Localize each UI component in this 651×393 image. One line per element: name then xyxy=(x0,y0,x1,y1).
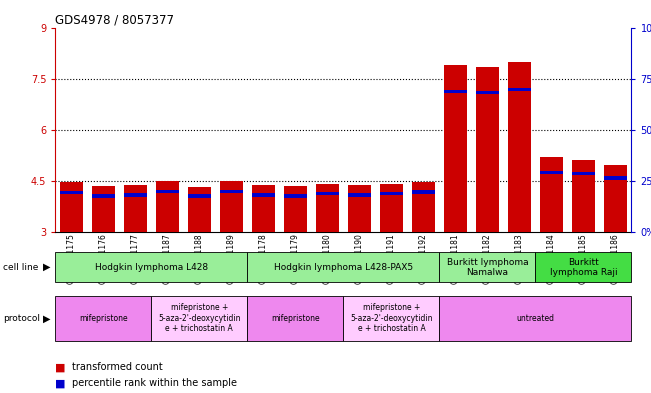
Bar xyxy=(508,88,531,91)
FancyBboxPatch shape xyxy=(439,296,631,341)
Bar xyxy=(477,67,499,232)
Text: ▶: ▶ xyxy=(43,262,51,272)
FancyBboxPatch shape xyxy=(247,252,439,282)
Bar xyxy=(380,192,402,195)
Bar xyxy=(572,172,594,175)
Text: mifepristone: mifepristone xyxy=(79,314,128,323)
Bar xyxy=(188,187,210,232)
Text: Burkitt lymphoma
Namalwa: Burkitt lymphoma Namalwa xyxy=(447,257,528,277)
Bar xyxy=(252,193,275,197)
FancyBboxPatch shape xyxy=(344,296,439,341)
Bar xyxy=(92,186,115,232)
FancyBboxPatch shape xyxy=(55,296,151,341)
Text: mifepristone: mifepristone xyxy=(271,314,320,323)
Bar xyxy=(380,184,402,232)
Bar xyxy=(540,171,562,174)
Bar xyxy=(220,182,243,232)
Bar xyxy=(604,165,627,232)
Text: cell line: cell line xyxy=(3,263,38,272)
FancyBboxPatch shape xyxy=(151,296,247,341)
FancyBboxPatch shape xyxy=(247,296,344,341)
FancyBboxPatch shape xyxy=(55,252,247,282)
Bar xyxy=(124,185,146,232)
Bar xyxy=(284,195,307,198)
Text: untreated: untreated xyxy=(516,314,555,323)
FancyBboxPatch shape xyxy=(535,252,631,282)
Text: GDS4978 / 8057377: GDS4978 / 8057377 xyxy=(55,14,174,27)
Text: protocol: protocol xyxy=(3,314,40,323)
Text: mifepristone +
5-aza-2'-deoxycytidin
e + trichostatin A: mifepristone + 5-aza-2'-deoxycytidin e +… xyxy=(350,303,433,333)
Bar xyxy=(412,182,435,232)
FancyBboxPatch shape xyxy=(439,252,535,282)
Text: transformed count: transformed count xyxy=(72,362,162,373)
Bar xyxy=(156,190,178,193)
Bar xyxy=(220,190,243,193)
Bar xyxy=(572,160,594,232)
Bar xyxy=(124,193,146,197)
Bar xyxy=(60,191,83,195)
Bar xyxy=(92,195,115,198)
Text: Hodgkin lymphoma L428: Hodgkin lymphoma L428 xyxy=(95,263,208,272)
Bar xyxy=(284,186,307,232)
Text: ■: ■ xyxy=(55,362,66,373)
Bar xyxy=(156,182,178,232)
Bar xyxy=(540,157,562,232)
Bar xyxy=(444,90,467,93)
Bar xyxy=(252,185,275,232)
Text: percentile rank within the sample: percentile rank within the sample xyxy=(72,378,236,388)
Bar xyxy=(477,90,499,94)
Bar xyxy=(60,182,83,232)
Bar xyxy=(316,192,339,195)
Bar xyxy=(348,193,370,197)
Bar xyxy=(316,184,339,232)
Text: ▶: ▶ xyxy=(43,313,51,323)
Bar xyxy=(604,176,627,180)
Text: mifepristone +
5-aza-2'-deoxycytidin
e + trichostatin A: mifepristone + 5-aza-2'-deoxycytidin e +… xyxy=(158,303,241,333)
Text: ■: ■ xyxy=(55,378,66,388)
Bar xyxy=(508,62,531,232)
Bar xyxy=(188,195,210,198)
Bar xyxy=(444,65,467,232)
Bar xyxy=(348,185,370,232)
Bar xyxy=(412,190,435,194)
Text: Burkitt
lymphoma Raji: Burkitt lymphoma Raji xyxy=(549,257,617,277)
Text: Hodgkin lymphoma L428-PAX5: Hodgkin lymphoma L428-PAX5 xyxy=(274,263,413,272)
